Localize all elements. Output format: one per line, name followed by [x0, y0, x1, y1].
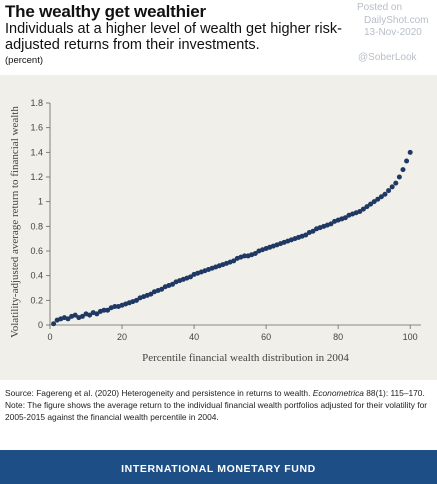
data-point [386, 188, 392, 194]
data-point [310, 228, 316, 234]
data-point [389, 184, 395, 190]
data-point [242, 253, 248, 259]
y-tick-label: 0.4 [30, 271, 43, 281]
chart-panel [0, 75, 437, 380]
journal-name: Econometrica [312, 388, 364, 398]
data-point [65, 316, 71, 322]
watermark-posted-on: Posted on [357, 2, 403, 13]
source-citation: Source: Fagereng et al. (2020) Heterogen… [5, 388, 425, 398]
chart-subtitle: Individuals at a higher level of wealth … [5, 21, 342, 53]
data-point [51, 321, 57, 327]
data-point [378, 194, 384, 200]
data-point [72, 312, 78, 318]
y-tick-label: 0.2 [30, 295, 43, 305]
data-point [393, 180, 399, 186]
data-point [357, 209, 363, 215]
data-point [328, 221, 334, 227]
x-tick-label: 40 [189, 332, 199, 342]
y-tick-label: 1.2 [30, 172, 43, 182]
x-tick-label: 80 [333, 332, 343, 342]
unit-label: (percent) [5, 55, 44, 66]
y-tick-label: 0.6 [30, 246, 43, 256]
figure-note: Note: The figure shows the average retur… [5, 400, 428, 422]
watermark-handle: @SoberLook [358, 52, 417, 63]
y-tick-label: 0.8 [30, 221, 43, 231]
y-tick-label: 1.4 [30, 147, 43, 157]
data-point [404, 158, 410, 164]
x-tick-label: 0 [47, 332, 52, 342]
y-tick-label: 1 [38, 197, 43, 207]
data-point [342, 215, 348, 221]
data-point [407, 149, 413, 155]
watermark-site: DailyShot.com [364, 15, 429, 26]
data-point [101, 307, 107, 313]
data-point [169, 281, 175, 287]
data-point [112, 304, 118, 309]
watermark-date: 13-Nov-2020 [364, 27, 422, 38]
data-point [133, 297, 139, 303]
data-point [360, 206, 366, 212]
data-point [396, 174, 402, 180]
data-point [303, 232, 309, 238]
footer-bar [0, 450, 437, 484]
data-point [87, 312, 93, 318]
data-point [375, 196, 381, 202]
scatter-chart: 0 0.2 0.4 0.6 0.8 1 1.2 1.4 1.6 1.8 0 20 40 60 80 100 Pe… [9, 98, 421, 364]
data-point [187, 274, 193, 280]
x-tick-label: 100 [403, 332, 418, 342]
data-point [371, 199, 377, 205]
chart-title: The wealthy get wealthier [5, 2, 206, 21]
y-tick-label: 1.6 [30, 123, 43, 133]
footer-label: INTERNATIONAL MONETARY FUND [121, 463, 316, 475]
y-axis-title: Volatility-adjusted average return to fi… [9, 106, 21, 338]
data-point [159, 286, 165, 292]
data-point [364, 204, 370, 210]
data-point [368, 201, 374, 207]
data-point [79, 313, 85, 319]
source-note: Source: Fagereng et al. (2020) Heterogen… [5, 387, 435, 423]
x-tick-label: 60 [261, 332, 271, 342]
data-point [382, 191, 388, 197]
data-point [94, 311, 100, 317]
x-axis-title: Percentile financial wealth distribution… [142, 352, 349, 364]
x-tick-label: 20 [117, 332, 127, 342]
data-point [252, 250, 258, 256]
data-point [105, 307, 111, 313]
y-tick-label: 0 [38, 320, 43, 330]
y-tick-label: 1.8 [30, 98, 43, 108]
data-point [231, 258, 237, 264]
data-point [400, 167, 406, 173]
data-point [148, 291, 154, 297]
